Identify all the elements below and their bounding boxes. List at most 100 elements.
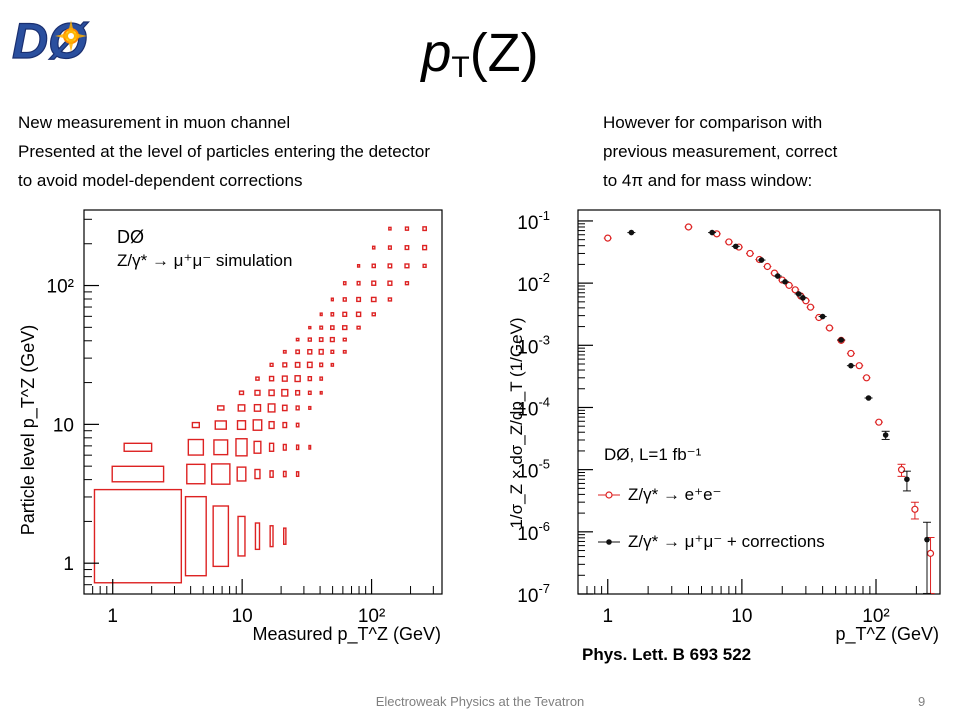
migration-bin bbox=[295, 444, 300, 451]
migration-bin bbox=[268, 442, 275, 452]
legend-label: Z/γ* → e⁺e⁻ bbox=[628, 485, 722, 504]
migration-bin bbox=[236, 466, 247, 482]
y-tick-exponent: -1 bbox=[538, 208, 550, 223]
migration-bin bbox=[387, 297, 393, 302]
migration-bin bbox=[212, 505, 230, 568]
migration-bin bbox=[307, 349, 313, 355]
electron-marker bbox=[806, 303, 815, 311]
migration-bin bbox=[308, 325, 312, 330]
data-point bbox=[855, 362, 864, 370]
muon-marker bbox=[924, 536, 930, 543]
migration-bin bbox=[282, 470, 287, 478]
migration-bin bbox=[295, 349, 301, 355]
data-point bbox=[910, 501, 919, 520]
muon-marker bbox=[732, 243, 739, 250]
x-axis-label: p_T^Z (GeV) bbox=[836, 624, 939, 645]
plot-frame bbox=[83, 209, 443, 595]
migration-bin bbox=[216, 405, 225, 411]
migration-bin bbox=[210, 463, 231, 485]
data-point bbox=[627, 229, 636, 236]
right-text-line: to 4π and for mass window: bbox=[603, 171, 813, 190]
muon-marker bbox=[709, 229, 715, 236]
page-number: 9 bbox=[918, 694, 926, 709]
electron-marker bbox=[684, 223, 693, 231]
electron-marker bbox=[825, 324, 834, 332]
chart-migration-matrix: 1 10 10² 1 10 10² DØ Z/γ* → μ⁺μ⁻ simulation M… bbox=[18, 209, 443, 645]
y-tick-label: 10-3 bbox=[517, 332, 550, 358]
electron-marker bbox=[875, 418, 883, 426]
muon-marker bbox=[628, 229, 635, 236]
legend-entry-muon: Z/γ* → μ⁺μ⁻ + corrections bbox=[598, 532, 825, 551]
muon-marker bbox=[758, 257, 765, 263]
migration-bin bbox=[371, 263, 376, 269]
x-tick-label: 1 bbox=[107, 606, 118, 627]
y-tick-base: 10 bbox=[517, 399, 538, 420]
muon-marker bbox=[819, 313, 826, 320]
migration-bin bbox=[342, 337, 347, 342]
migration-bin bbox=[329, 336, 335, 343]
migration-bin bbox=[356, 280, 361, 286]
title-p: p bbox=[421, 23, 452, 83]
page-title: pT(Z) bbox=[0, 18, 960, 103]
migration-bin bbox=[356, 325, 361, 330]
muon-marker bbox=[774, 273, 781, 279]
data-point bbox=[881, 430, 890, 440]
migration-bins bbox=[93, 226, 428, 584]
data-point bbox=[874, 418, 883, 426]
data-point bbox=[785, 281, 794, 289]
y-tick-label: 10-2 bbox=[517, 270, 550, 296]
muon-marker bbox=[838, 337, 844, 343]
migration-bin bbox=[342, 311, 348, 317]
y-tick-base: 10 bbox=[517, 586, 538, 607]
y-tick-base: 10 bbox=[517, 462, 538, 483]
migration-bin bbox=[318, 337, 324, 343]
migration-bin bbox=[93, 488, 183, 584]
data-point bbox=[926, 537, 935, 594]
electron-marker bbox=[604, 234, 612, 242]
y-tick-exponent: -2 bbox=[538, 270, 550, 285]
migration-bin bbox=[252, 419, 263, 431]
migration-bin bbox=[186, 463, 206, 485]
citation: Phys. Lett. B 693 522 bbox=[582, 645, 752, 664]
migration-bin bbox=[111, 465, 165, 483]
migration-bin bbox=[295, 422, 300, 428]
migration-bin bbox=[330, 349, 335, 354]
data-point bbox=[746, 249, 755, 258]
migration-bin bbox=[306, 361, 313, 369]
migration-bin bbox=[294, 361, 301, 368]
data-point bbox=[708, 229, 717, 236]
data-point bbox=[846, 349, 855, 358]
migration-bin bbox=[184, 495, 207, 577]
data-point bbox=[837, 337, 846, 343]
migration-bin bbox=[282, 421, 288, 429]
electron-marker bbox=[847, 349, 855, 358]
data-point bbox=[902, 470, 911, 492]
muon-marker bbox=[904, 476, 910, 483]
y-tick-base: 10 bbox=[517, 524, 538, 545]
title-rest: (Z) bbox=[469, 23, 539, 83]
migration-bin bbox=[319, 390, 323, 395]
migration-bin bbox=[319, 325, 324, 330]
muon-marker bbox=[848, 362, 854, 369]
electron-marker bbox=[897, 466, 906, 474]
migration-bin bbox=[319, 362, 324, 368]
migration-bin bbox=[254, 522, 261, 551]
electron-marker bbox=[855, 362, 863, 370]
data-points bbox=[603, 223, 935, 594]
muon-marker bbox=[782, 279, 788, 285]
migration-bin bbox=[404, 263, 410, 269]
electron-marker bbox=[785, 281, 793, 289]
migration-bin bbox=[387, 280, 393, 286]
data-point bbox=[806, 303, 815, 311]
axes: 1 10 10² 1 10 10² bbox=[47, 218, 434, 627]
y-tick-base: 10 bbox=[517, 275, 538, 296]
migration-bin bbox=[342, 281, 347, 286]
data-point bbox=[724, 238, 733, 246]
migration-bin bbox=[281, 375, 288, 382]
migration-bin bbox=[269, 362, 274, 367]
migration-bin bbox=[387, 263, 393, 269]
data-point bbox=[864, 395, 873, 401]
data-point bbox=[923, 521, 932, 594]
